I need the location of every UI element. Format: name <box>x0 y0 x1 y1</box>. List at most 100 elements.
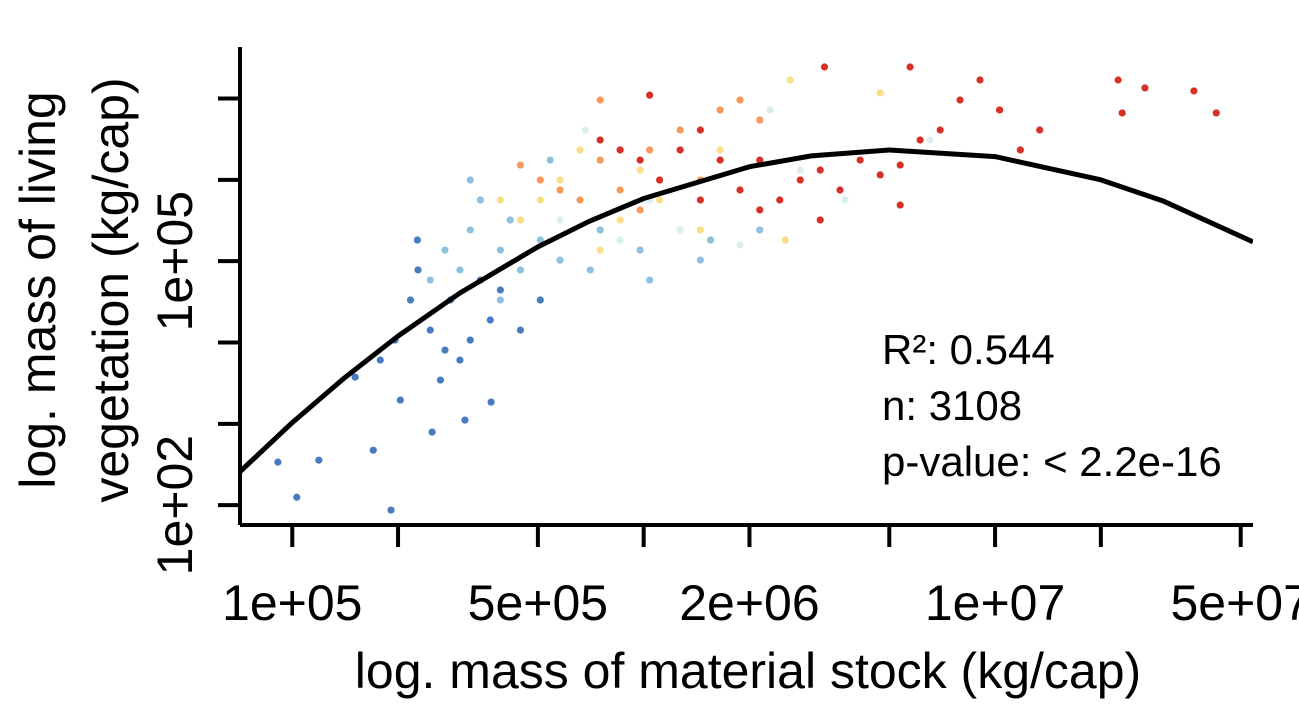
fit-line <box>240 147 1253 474</box>
point <box>376 356 384 364</box>
point <box>716 156 724 164</box>
point <box>487 398 495 406</box>
point <box>596 96 604 104</box>
point <box>646 91 654 99</box>
point <box>816 166 824 174</box>
point <box>820 63 829 71</box>
point <box>387 506 395 514</box>
point <box>756 156 764 164</box>
point <box>916 136 924 144</box>
point <box>1190 87 1198 95</box>
point <box>616 216 624 224</box>
point <box>546 156 554 164</box>
point <box>636 166 644 174</box>
point <box>676 226 684 234</box>
y-axis-label: vegetation (kg/cap) <box>83 77 139 502</box>
annotation: n: 3108 <box>882 382 1022 429</box>
point <box>836 186 844 194</box>
point <box>436 376 445 384</box>
point <box>596 136 604 144</box>
point <box>351 373 359 381</box>
point <box>716 146 724 154</box>
point <box>396 396 404 404</box>
point <box>876 171 884 179</box>
point <box>536 296 544 304</box>
x-axis-label: log. mass of material stock (kg/cap) <box>355 643 1141 699</box>
point <box>786 76 794 84</box>
point <box>736 241 744 249</box>
point <box>1118 109 1126 117</box>
point <box>646 276 654 284</box>
annotation: p-value: < 2.2e-16 <box>882 438 1222 485</box>
point <box>716 106 724 114</box>
point <box>274 458 282 466</box>
point <box>636 206 644 214</box>
point <box>736 96 744 104</box>
point <box>516 266 525 274</box>
point <box>756 116 764 124</box>
point <box>496 196 504 204</box>
point <box>796 176 804 184</box>
point <box>476 196 484 204</box>
point <box>696 256 704 264</box>
point <box>1114 76 1122 84</box>
y-tick-label: 1e+02 <box>147 435 203 575</box>
point <box>636 246 644 254</box>
point <box>616 186 624 194</box>
point <box>696 196 704 204</box>
point <box>369 446 377 454</box>
point <box>696 226 704 234</box>
point <box>1212 109 1220 117</box>
point <box>428 428 436 436</box>
x-tick-label: 1e+05 <box>222 575 362 631</box>
point <box>976 76 984 84</box>
point <box>456 266 464 274</box>
point <box>556 256 564 264</box>
point <box>956 96 964 104</box>
point <box>556 176 564 184</box>
point <box>655 176 664 184</box>
point <box>906 63 914 71</box>
point <box>756 226 764 234</box>
point <box>426 276 434 284</box>
point <box>414 266 422 274</box>
point <box>516 326 525 334</box>
point <box>781 236 789 244</box>
point <box>413 236 421 244</box>
point <box>776 196 784 204</box>
point <box>995 106 1004 114</box>
point <box>406 296 415 304</box>
point <box>441 246 449 254</box>
point <box>516 216 525 224</box>
point <box>426 326 434 334</box>
point <box>896 201 904 209</box>
point <box>596 226 604 234</box>
point <box>655 196 664 204</box>
point <box>576 146 584 154</box>
x-tick-label: 5e+07 <box>1170 575 1299 631</box>
point <box>581 126 589 134</box>
point <box>576 196 584 204</box>
y-tick-label: 1e+05 <box>147 191 203 331</box>
point <box>646 146 654 154</box>
x-tick-label: 1e+07 <box>925 575 1065 631</box>
point <box>596 156 604 164</box>
point <box>596 246 604 254</box>
point <box>1016 146 1024 154</box>
point <box>676 146 684 154</box>
point <box>736 186 744 194</box>
point <box>706 236 715 244</box>
point <box>486 316 494 324</box>
point <box>796 166 804 174</box>
point <box>1036 126 1044 134</box>
point <box>816 216 824 224</box>
point <box>293 493 301 501</box>
point <box>896 161 904 169</box>
point <box>556 186 564 194</box>
point <box>926 136 934 144</box>
point <box>856 156 864 164</box>
annotation: R²: 0.544 <box>882 326 1055 373</box>
point <box>506 216 514 224</box>
point <box>496 246 504 254</box>
